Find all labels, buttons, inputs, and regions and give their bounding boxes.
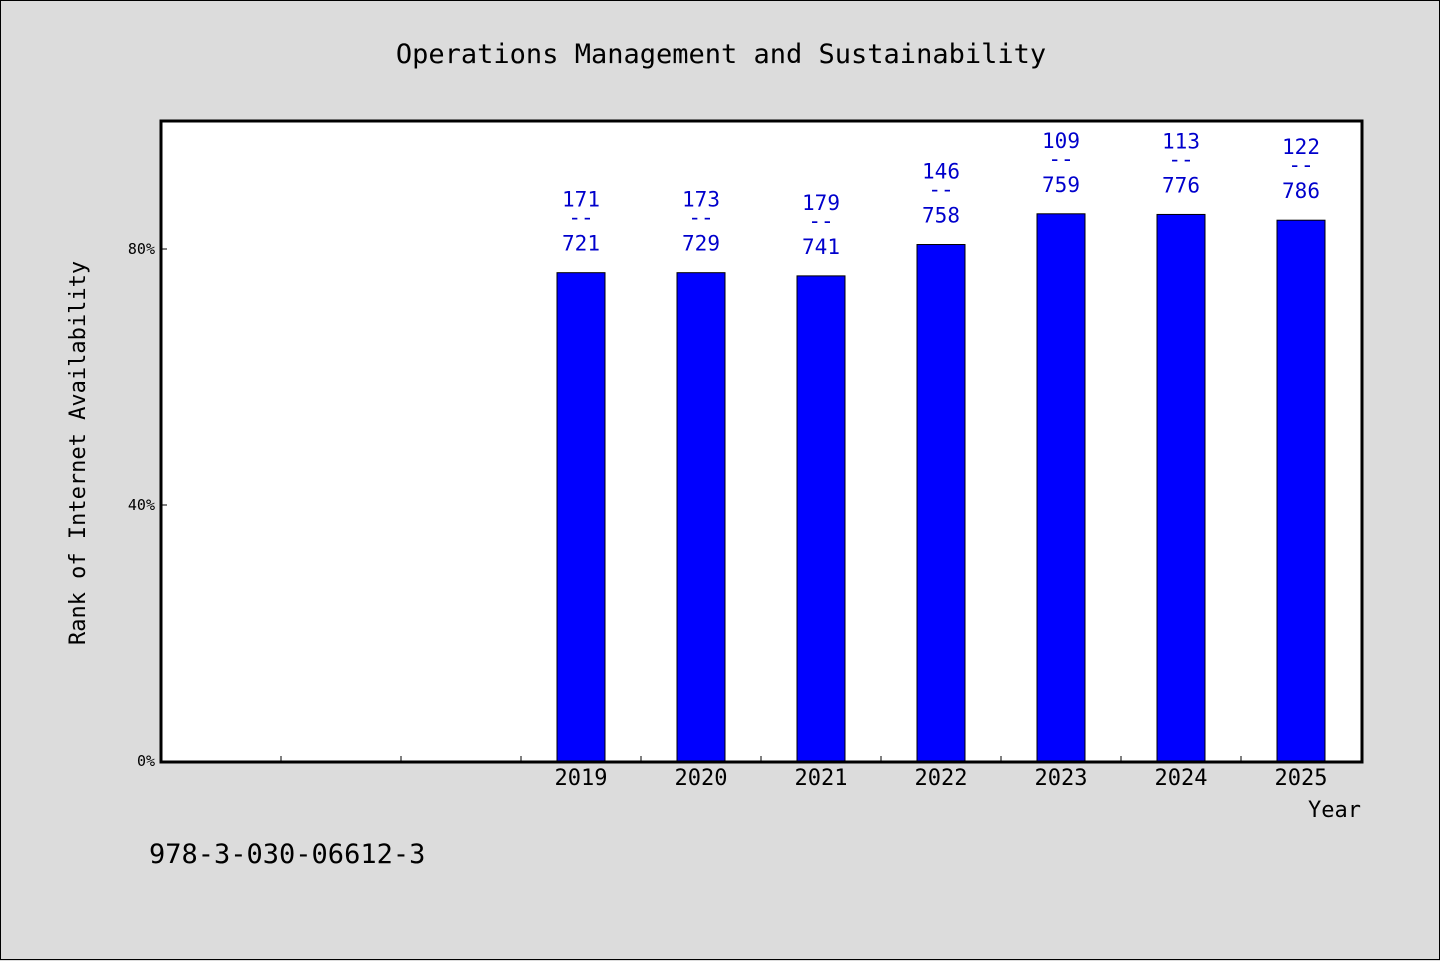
- data-label-bottom: 776: [1162, 173, 1200, 197]
- data-label-top: 173: [682, 188, 720, 212]
- y-axis-title: Rank of Internet Availability: [66, 261, 91, 645]
- data-label-bottom: 741: [802, 235, 840, 259]
- y-tick-label: 0%: [137, 752, 155, 770]
- data-label-bottom: 758: [922, 204, 960, 228]
- bar: [916, 244, 966, 762]
- x-tick-label: 2025: [1275, 766, 1328, 791]
- data-label-sep: --: [1288, 153, 1313, 177]
- data-label-top: 171: [562, 188, 600, 212]
- data-label-sep: --: [688, 206, 713, 230]
- data-label-bottom: 786: [1282, 179, 1320, 203]
- y-tick-label: 80%: [128, 240, 155, 258]
- data-label-top: 109: [1042, 129, 1080, 153]
- x-tick-label: 2023: [1035, 766, 1088, 791]
- bar: [1156, 213, 1206, 762]
- bar: [1276, 219, 1326, 762]
- data-label-sep: --: [808, 209, 833, 233]
- y-axis: 0% 40% 80%: [128, 240, 167, 770]
- bar: [676, 272, 726, 762]
- chart-title: Operations Management and Sustainability: [396, 39, 1046, 70]
- data-label-sep: --: [928, 178, 953, 202]
- x-axis: 2019 2020 2021 2022 2023 2024 2025: [280, 756, 1328, 791]
- bars-group: [556, 213, 1326, 762]
- x-tick-label: 2024: [1155, 766, 1208, 791]
- x-tick-label: 2022: [915, 766, 968, 791]
- data-label-top: 122: [1282, 135, 1320, 159]
- x-tick-label: 2019: [555, 766, 608, 791]
- data-label-top: 179: [802, 191, 840, 215]
- data-label-top: 146: [922, 160, 960, 184]
- data-label-bottom: 729: [682, 232, 720, 256]
- data-labels-group: 171--721173--729179--741146--758109--759…: [562, 129, 1320, 259]
- footnote-isbn: 978-3-030-06612-3: [149, 839, 425, 870]
- data-label-bottom: 759: [1042, 173, 1080, 197]
- data-label-top: 113: [1162, 129, 1200, 153]
- bar: [796, 275, 846, 762]
- bar: [1036, 213, 1086, 762]
- y-tick-label: 40%: [128, 496, 155, 514]
- data-label-bottom: 721: [562, 232, 600, 256]
- x-tick-label: 2020: [675, 766, 728, 791]
- bar: [556, 272, 606, 762]
- data-label-sep: --: [1048, 147, 1073, 171]
- x-tick-label: 2021: [795, 766, 848, 791]
- data-label-sep: --: [568, 206, 593, 230]
- data-label-sep: --: [1168, 147, 1193, 171]
- x-axis-title: Year: [1308, 798, 1361, 823]
